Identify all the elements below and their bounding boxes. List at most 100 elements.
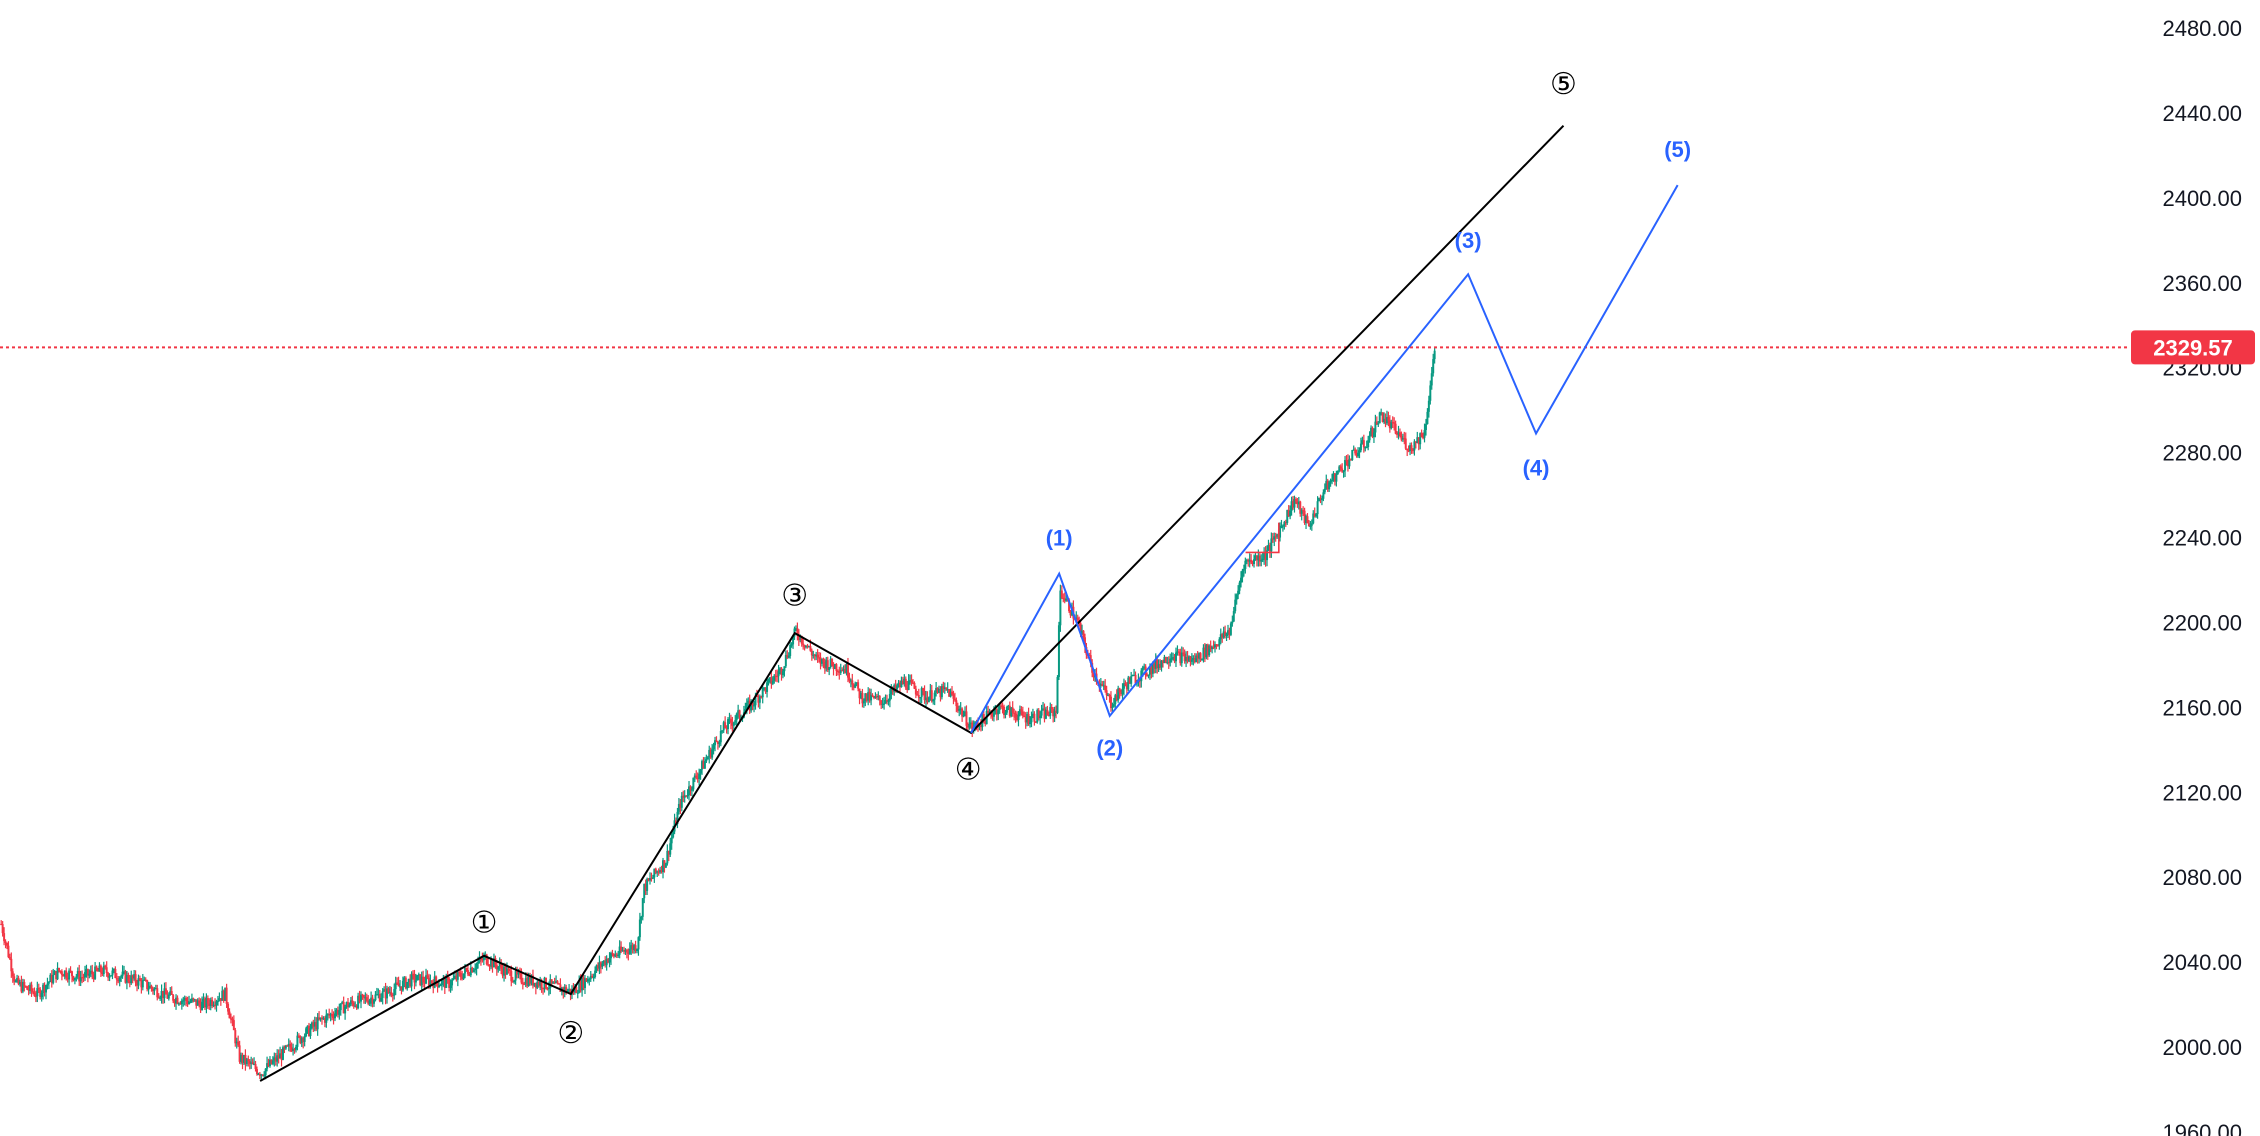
candle xyxy=(97,967,100,972)
candle-body xyxy=(897,682,900,687)
candle xyxy=(923,685,926,704)
candle-body xyxy=(328,1014,331,1016)
candle xyxy=(1391,416,1394,429)
candle xyxy=(679,799,682,814)
candle xyxy=(44,984,47,1000)
candle xyxy=(961,707,964,722)
candle-body xyxy=(11,971,14,977)
candle xyxy=(877,691,880,701)
candle-body xyxy=(1294,499,1297,502)
candle xyxy=(1185,651,1188,668)
candle-body xyxy=(365,997,368,1002)
candle-body xyxy=(430,980,433,984)
candle-body xyxy=(153,988,156,992)
candle-body xyxy=(1354,449,1357,454)
minor-wave-line[interactable] xyxy=(970,184,1679,734)
candle-body xyxy=(949,691,952,697)
candle-body xyxy=(699,769,702,774)
candle xyxy=(1274,532,1277,542)
candle xyxy=(1160,660,1163,672)
candle xyxy=(1196,651,1199,664)
wave-label[interactable]: (5) xyxy=(1664,137,1691,162)
candle xyxy=(1406,448,1409,457)
candle xyxy=(542,987,545,995)
wave-label[interactable]: ③ xyxy=(781,578,808,613)
candle-body xyxy=(595,965,598,971)
candle xyxy=(844,664,847,674)
candle xyxy=(666,844,669,866)
candle xyxy=(0,920,3,926)
candle-body xyxy=(712,745,715,750)
candle xyxy=(845,661,848,676)
wave-label[interactable]: (4) xyxy=(1523,455,1550,480)
candle-body xyxy=(887,700,890,702)
candle-body xyxy=(456,972,459,980)
candle-body xyxy=(416,975,419,981)
candle xyxy=(1371,426,1374,439)
candle xyxy=(1238,580,1241,595)
candle xyxy=(826,656,829,673)
candle xyxy=(951,686,954,696)
candle-body xyxy=(1016,717,1019,720)
candle xyxy=(118,976,121,987)
candle-body xyxy=(307,1025,310,1037)
candle-body xyxy=(637,937,640,950)
candle xyxy=(1112,697,1115,708)
candle-body xyxy=(579,980,582,991)
candle-body xyxy=(179,1003,182,1005)
candle-body xyxy=(147,988,150,990)
candle xyxy=(1001,702,1004,714)
candle-body xyxy=(323,1018,326,1023)
candle-body xyxy=(1303,510,1306,523)
candle xyxy=(900,676,903,688)
candle xyxy=(731,716,734,732)
candle-body xyxy=(1161,660,1164,663)
candle-body xyxy=(1099,684,1102,686)
candle-body xyxy=(1377,423,1380,425)
candle-body xyxy=(164,988,167,995)
candle-body xyxy=(901,680,904,685)
candle xyxy=(358,990,361,1004)
wave-label[interactable]: ⑤ xyxy=(1550,67,1577,102)
candle-body xyxy=(34,995,37,998)
candle-body xyxy=(1270,538,1273,552)
wave-label[interactable]: ② xyxy=(557,1016,584,1051)
major-wave-line[interactable] xyxy=(259,124,1565,1082)
candle-body xyxy=(705,759,708,762)
candle-body xyxy=(1387,417,1390,421)
candle xyxy=(254,1060,257,1072)
y-tick-label: 2280.00 xyxy=(2162,441,2242,466)
candle-body xyxy=(448,978,451,988)
candle xyxy=(758,694,761,710)
candle-body xyxy=(232,1020,235,1031)
candle-body xyxy=(37,988,40,990)
candle-body xyxy=(231,1018,234,1021)
candle-body xyxy=(462,973,465,979)
price-axis[interactable]: 1960.002000.002040.002080.002120.002160.… xyxy=(2162,16,2242,1136)
candle-body xyxy=(703,761,706,769)
candle xyxy=(1430,366,1433,390)
candle-body xyxy=(491,959,494,968)
candle-body xyxy=(1433,350,1436,360)
candle xyxy=(859,691,862,700)
candle xyxy=(1154,653,1157,674)
wave-label[interactable]: (2) xyxy=(1096,736,1123,761)
candle-body xyxy=(14,981,17,983)
candle-body xyxy=(433,976,436,988)
candle-body xyxy=(407,978,410,982)
wave-label[interactable]: (1) xyxy=(1046,525,1073,550)
candle-body xyxy=(102,965,105,975)
candle-body xyxy=(322,1018,325,1020)
candle-body xyxy=(1212,647,1215,649)
candle xyxy=(215,999,218,1012)
candle-body xyxy=(455,975,458,980)
wave-label[interactable]: ④ xyxy=(955,753,982,788)
candle xyxy=(1179,648,1182,666)
candle xyxy=(802,637,805,650)
wave-label[interactable]: ① xyxy=(471,905,498,940)
wave-label[interactable]: (3) xyxy=(1455,228,1482,253)
candle xyxy=(380,993,383,1003)
candle-body xyxy=(667,850,670,855)
candle xyxy=(227,1002,230,1015)
